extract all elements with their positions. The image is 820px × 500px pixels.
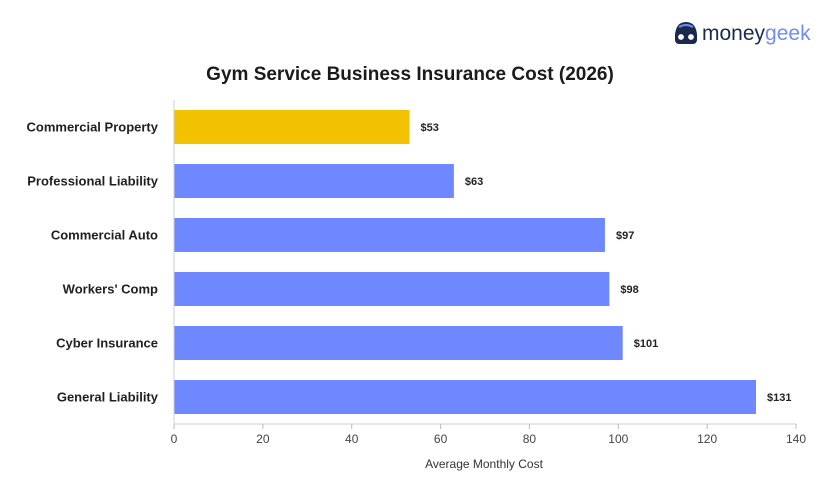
value-label: $98 <box>620 284 638 296</box>
value-label: $131 <box>767 392 791 404</box>
value-label: $101 <box>634 338 658 350</box>
svg-text:moneygeek: moneygeek <box>702 22 811 45</box>
bar <box>174 217 605 253</box>
moneygeek-logo: moneygeek <box>675 22 811 45</box>
value-label: $53 <box>420 122 438 134</box>
x-axis-label: Average Monthly Cost <box>425 457 544 471</box>
category-label: Commercial Auto <box>51 228 158 243</box>
x-tick-label: 60 <box>434 432 448 446</box>
bars-group: Commercial Property $53 Professional Liabi… <box>27 109 791 415</box>
bar <box>174 109 410 145</box>
x-tick-label: 40 <box>345 432 359 446</box>
x-tick-label: 20 <box>256 432 270 446</box>
value-label: $63 <box>465 176 483 188</box>
bar <box>174 325 623 361</box>
logo-money: money <box>702 22 766 45</box>
logo-geek: geek <box>765 22 811 45</box>
category-label: Professional Liability <box>27 174 159 189</box>
chart-title: Gym Service Business Insurance Cost (202… <box>206 64 614 85</box>
value-label: $97 <box>616 230 634 242</box>
x-tick-label: 140 <box>786 432 806 446</box>
category-label: Workers' Comp <box>63 282 158 297</box>
category-label: Cyber Insurance <box>56 336 158 351</box>
geek-face-logo-icon <box>675 22 697 44</box>
bar <box>174 271 610 307</box>
x-tick-label: 120 <box>697 432 717 446</box>
x-tick-label: 0 <box>171 432 178 446</box>
category-label: General Liability <box>57 390 159 405</box>
x-tick-label: 80 <box>523 432 537 446</box>
axes-group: 0 20 40 60 80 100 120 140 <box>171 100 806 446</box>
x-tick-label: 100 <box>608 432 628 446</box>
bar <box>174 163 454 199</box>
category-label: Commercial Property <box>27 120 159 135</box>
bar <box>174 379 757 415</box>
